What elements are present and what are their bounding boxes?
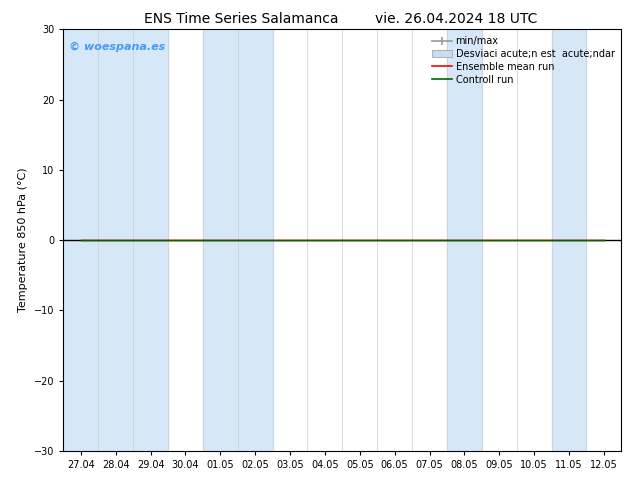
Legend: min/max, Desviaci acute;n est  acute;ndar, Ensemble mean run, Controll run: min/max, Desviaci acute;n est acute;ndar…	[429, 32, 618, 89]
Bar	[552, 29, 586, 451]
Text: vie. 26.04.2024 18 UTC: vie. 26.04.2024 18 UTC	[375, 12, 538, 26]
Text: ENS Time Series Salamanca: ENS Time Series Salamanca	[144, 12, 338, 26]
Bar	[238, 29, 273, 451]
Bar	[133, 29, 168, 451]
Y-axis label: Temperature 850 hPa (°C): Temperature 850 hPa (°C)	[18, 168, 29, 313]
Bar	[63, 29, 98, 451]
Bar	[447, 29, 482, 451]
Text: © woespana.es: © woespana.es	[69, 42, 165, 52]
Bar	[203, 29, 238, 451]
Bar	[98, 29, 133, 451]
